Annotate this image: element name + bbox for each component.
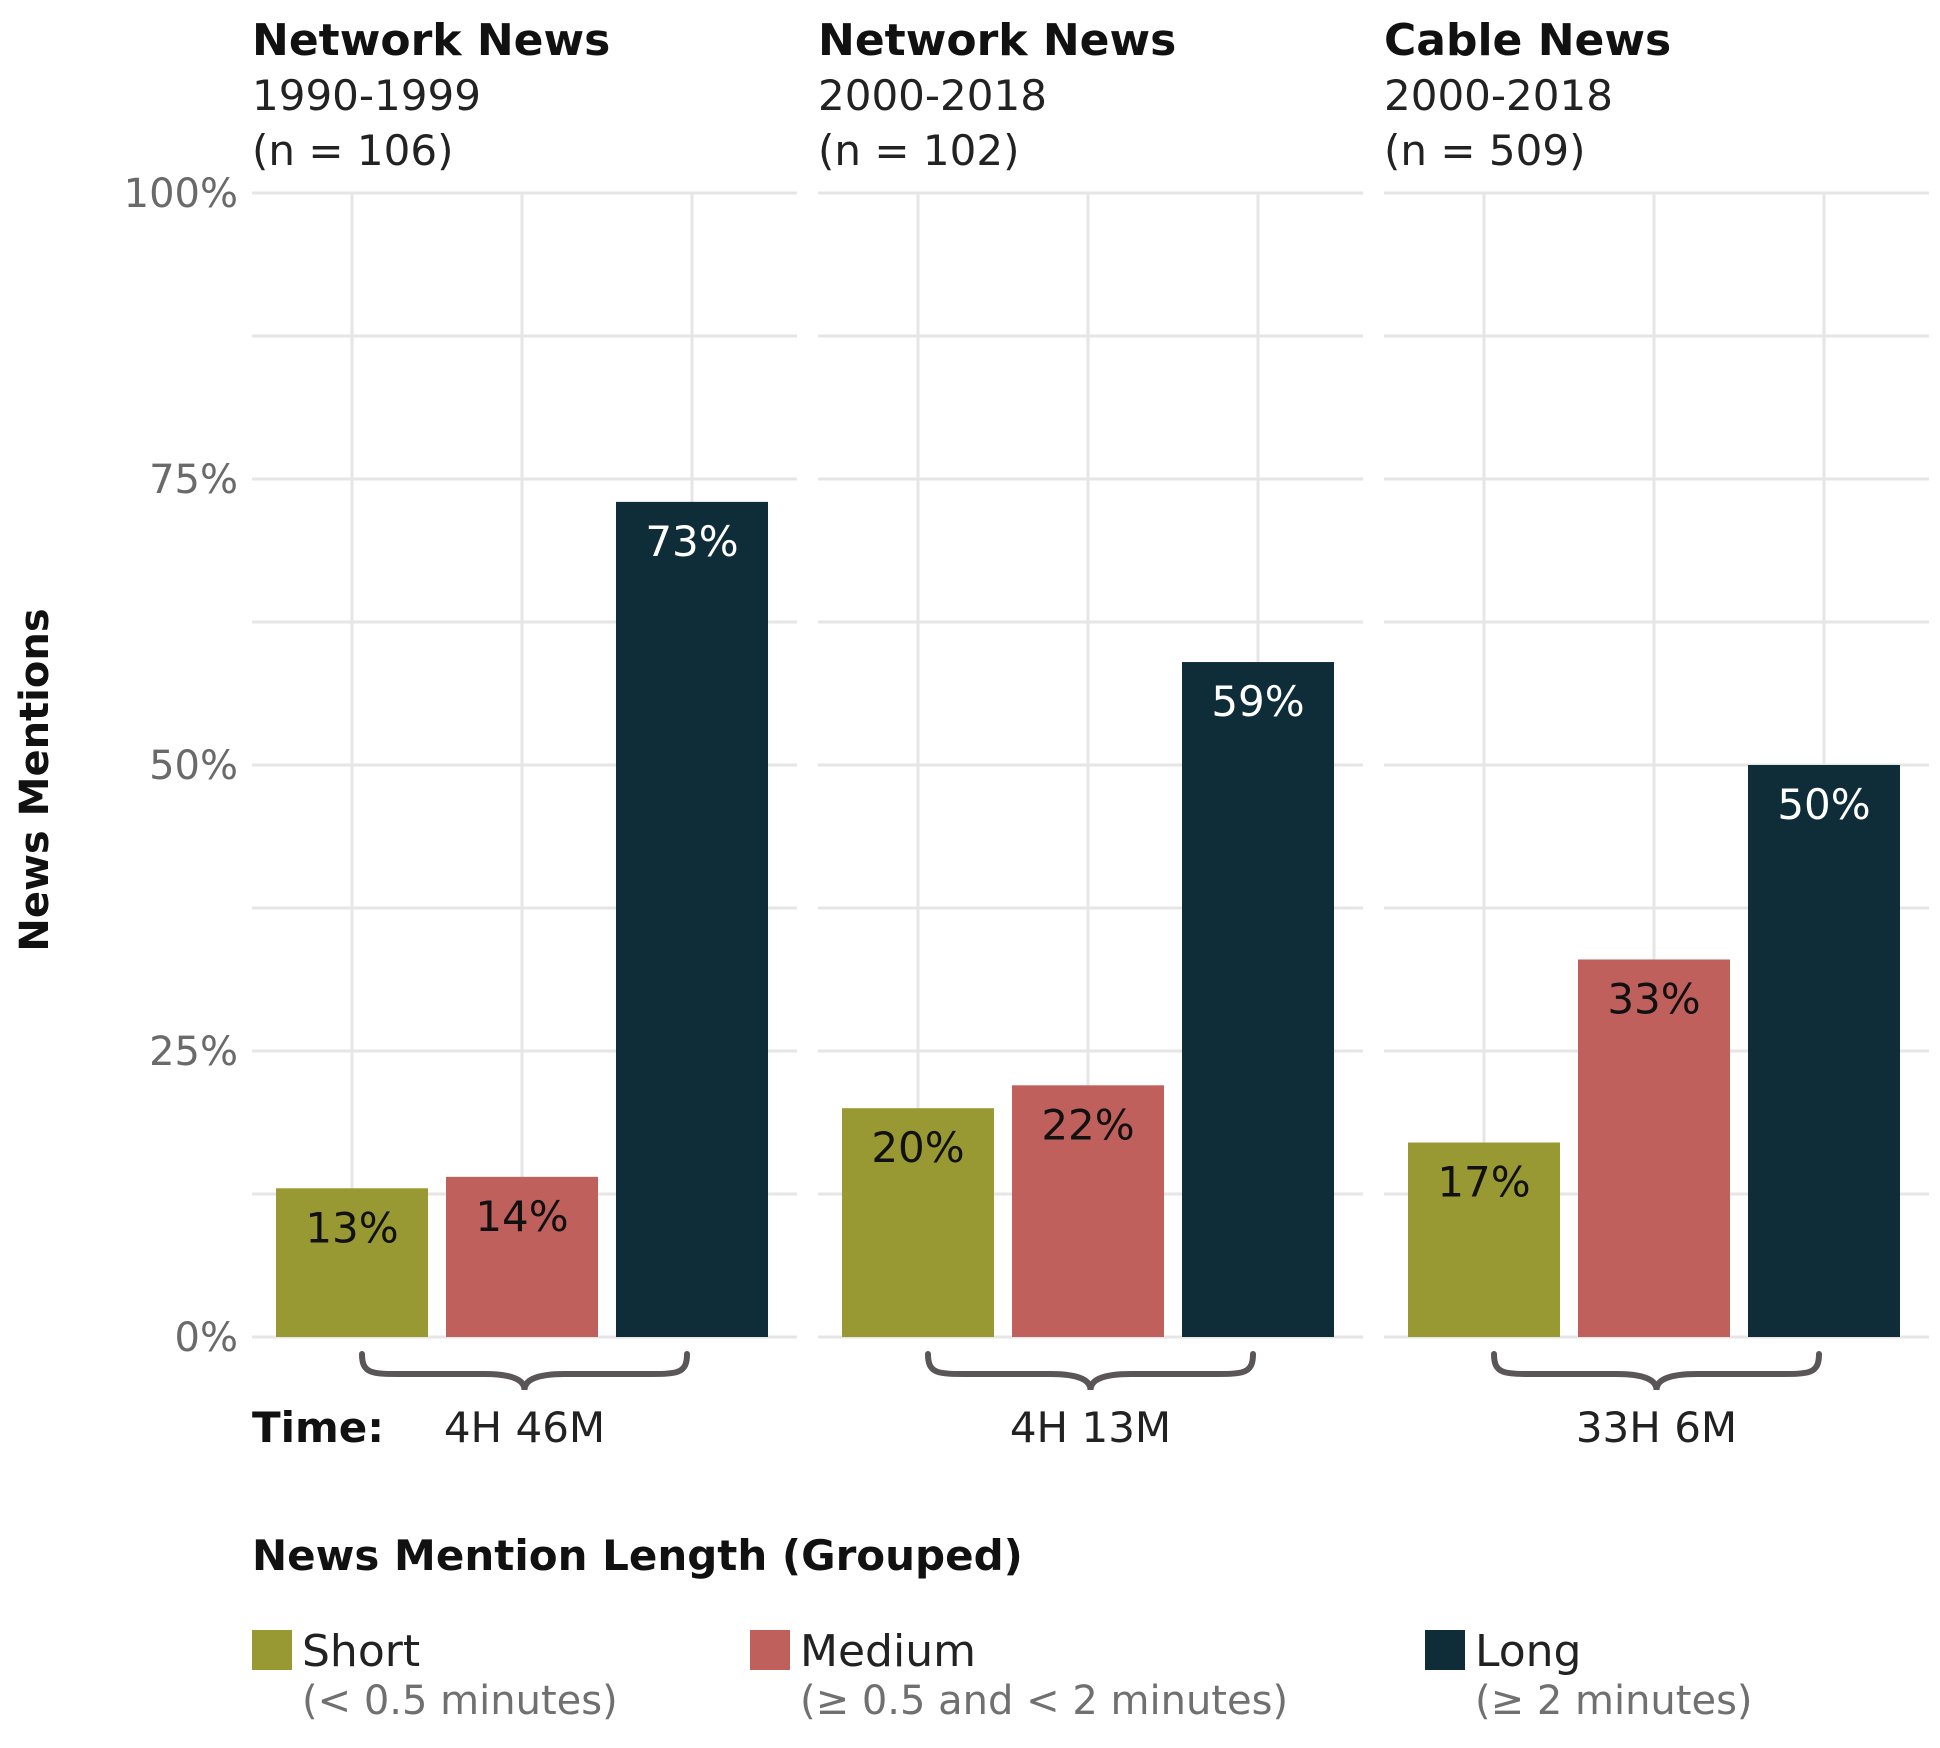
panel-n: (n = 106) (252, 126, 453, 175)
time-value: 4H 46M (444, 1403, 605, 1452)
brace (359, 1351, 690, 1391)
legend-sublabel: (≥ 0.5 and < 2 minutes) (800, 1678, 1288, 1724)
y-tick-label: 0% (175, 1315, 238, 1361)
panel-n: (n = 509) (1384, 126, 1585, 175)
bar-value-label: 17% (1437, 1158, 1530, 1207)
bar (1408, 1142, 1560, 1337)
panel: Network News 1990-1999 (n = 106) 13% 14% 73% 4… (252, 15, 797, 1452)
bar (1182, 662, 1334, 1337)
bar-value-label: 50% (1777, 780, 1870, 829)
legend: Short(< 0.5 minutes) Medium(≥ 0.5 and < 2… (252, 1626, 1753, 1724)
panel-title: Cable News (1384, 15, 1671, 66)
bar-value-label: 33% (1607, 974, 1700, 1023)
panel-n: (n = 102) (818, 126, 1019, 175)
bar (446, 1176, 598, 1337)
legend-label: Long (1475, 1626, 1581, 1677)
bar (842, 1108, 994, 1337)
chart-panels: 0% 25% 50% 75% 100% Network News 1990-1999 (n =… (124, 15, 1929, 1452)
brace (925, 1351, 1256, 1391)
bar-value-label: 59% (1211, 677, 1304, 726)
bar-value-label: 73% (645, 517, 738, 566)
legend-sublabel: (≥ 2 minutes) (1475, 1678, 1753, 1724)
bar-value-label: 20% (871, 1123, 964, 1172)
y-tick-label: 100% (124, 171, 238, 217)
legend-label: Short (302, 1626, 420, 1677)
bar-value-label: 13% (305, 1203, 398, 1252)
panel: Network News 2000-2018 (n = 102) 20% 22% 59% 4… (818, 15, 1363, 1452)
y-tick-label: 75% (149, 457, 238, 503)
bar-value-label: 14% (475, 1192, 568, 1241)
legend-item: Medium(≥ 0.5 and < 2 minutes) (750, 1626, 1288, 1724)
y-axis-label: News Mentions (12, 608, 58, 951)
legend-sublabel: (< 0.5 minutes) (302, 1678, 618, 1724)
time-label: Time: (252, 1403, 384, 1452)
panel-title: Network News (252, 15, 610, 66)
time-value: 4H 13M (1010, 1403, 1171, 1452)
legend-swatch (252, 1630, 292, 1670)
panel-period: 2000-2018 (818, 71, 1047, 120)
bar-value-label: 22% (1041, 1100, 1134, 1149)
legend-swatch (750, 1630, 790, 1670)
bar (1012, 1085, 1164, 1337)
bar (276, 1188, 428, 1337)
panel-period: 2000-2018 (1384, 71, 1613, 120)
bar (1578, 959, 1730, 1337)
bar (616, 501, 768, 1337)
legend-label: Medium (800, 1626, 976, 1677)
brace (1491, 1351, 1822, 1391)
time-value: 33H 6M (1576, 1403, 1737, 1452)
bar (1748, 765, 1900, 1337)
y-tick-label: 25% (149, 1029, 238, 1075)
panel-title: Network News (818, 15, 1176, 66)
legend-item: Short(< 0.5 minutes) (252, 1626, 618, 1724)
legend-item: Long(≥ 2 minutes) (1425, 1626, 1753, 1724)
panel-period: 1990-1999 (252, 71, 481, 120)
legend-swatch (1425, 1630, 1465, 1670)
legend-title: News Mention Length (Grouped) (252, 1531, 1023, 1580)
y-tick-label: 50% (149, 743, 238, 789)
panel: Cable News 2000-2018 (n = 509) 17% 33% 50% 33H… (1384, 15, 1929, 1452)
